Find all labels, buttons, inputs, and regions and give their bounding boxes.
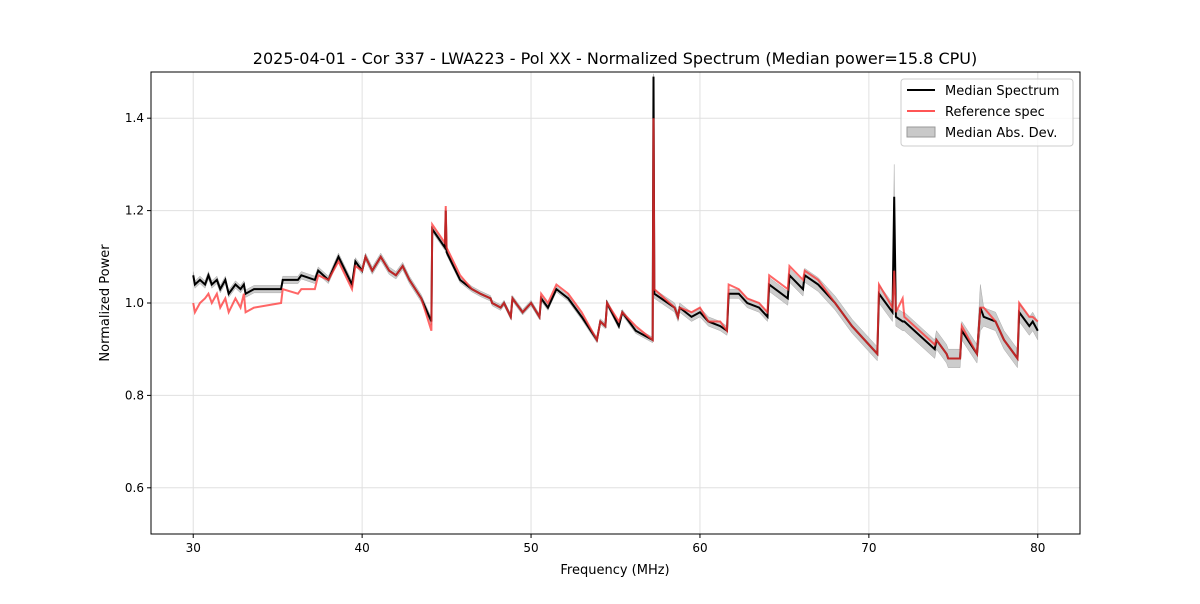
- x-tick-label: 80: [1030, 541, 1045, 555]
- y-tick-label: 0.8: [125, 388, 144, 402]
- x-tick-label: 60: [692, 541, 707, 555]
- legend: Median Spectrum Reference spec Median Ab…: [900, 78, 1074, 147]
- x-tick-label: 50: [523, 541, 538, 555]
- legend-median-label: Median Spectrum: [945, 84, 1059, 99]
- x-axis-label: Frequency (MHz): [560, 563, 669, 578]
- x-tick-label: 40: [354, 541, 369, 555]
- median-spectrum-line: [192, 76, 1039, 362]
- y-tick-label: 1.4: [125, 111, 144, 125]
- y-tick-label: 1.0: [125, 296, 144, 310]
- legend-mad-swatch: [906, 126, 936, 138]
- chart-title: 2025-04-01 - Cor 337 - LWA223 - Pol XX -…: [253, 49, 977, 68]
- x-tick-label: 30: [186, 541, 201, 555]
- reference-spectrum-line: [192, 118, 1039, 362]
- y-tick-label: 1.2: [125, 204, 144, 218]
- y-axis-label: Normalized Power: [98, 244, 113, 362]
- legend-mad-label: Median Abs. Dev.: [945, 126, 1057, 141]
- ticks: 30 40 50 60 70 80 0.6 0.8 1.0 1.2 1.4: [125, 111, 1046, 555]
- legend-reference-label: Reference spec: [945, 105, 1045, 120]
- plot-area: [192, 73, 1039, 369]
- x-tick-label: 70: [861, 541, 876, 555]
- y-tick-label: 0.6: [125, 481, 144, 495]
